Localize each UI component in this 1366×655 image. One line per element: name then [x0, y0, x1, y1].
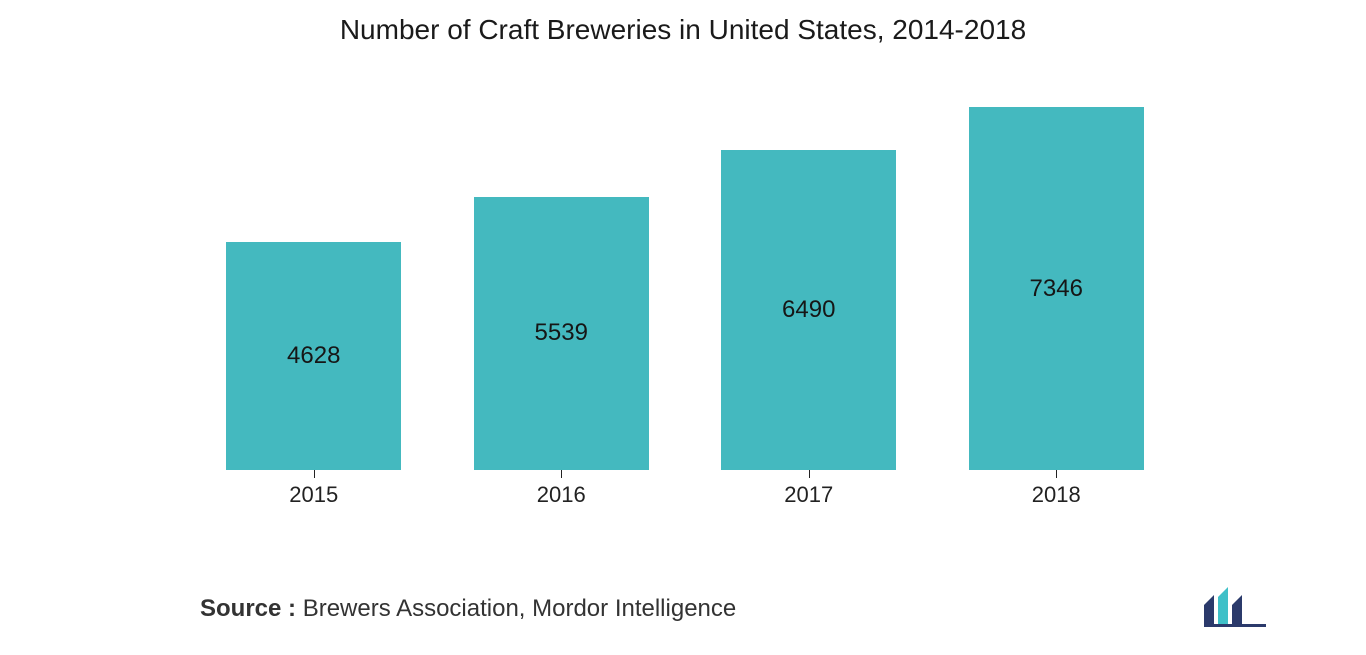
bar-value-label: 7346	[1030, 275, 1083, 303]
plot-area: 4628 5539 6490 7346	[190, 75, 1180, 470]
bar-value-label: 6490	[782, 296, 835, 324]
x-tick	[809, 470, 810, 478]
x-tick	[314, 470, 315, 478]
chart-title: Number of Craft Breweries in United Stat…	[0, 14, 1366, 46]
bar: 4628	[226, 242, 401, 471]
brand-logo	[1204, 587, 1266, 627]
source-line: Source : Brewers Association, Mordor Int…	[200, 595, 736, 623]
bar: 5539	[474, 197, 649, 470]
source-prefix: Source :	[200, 595, 296, 622]
bars-group: 4628 5539 6490 7346	[190, 75, 1180, 470]
x-axis-label: 2015	[289, 482, 338, 508]
bar-value-label: 5539	[535, 319, 588, 347]
x-tick	[1056, 470, 1057, 478]
bar-slot: 5539	[438, 75, 686, 470]
x-axis-label: 2018	[1032, 482, 1081, 508]
bar: 6490	[721, 150, 896, 470]
bar-slot: 6490	[685, 75, 933, 470]
bar: 7346	[969, 107, 1144, 470]
logo-bars-icon	[1204, 587, 1242, 627]
x-axis-label: 2017	[784, 482, 833, 508]
bar-slot: 7346	[933, 75, 1181, 470]
x-axis-label: 2016	[537, 482, 586, 508]
source-text: Brewers Association, Mordor Intelligence	[296, 595, 736, 622]
bar-slot: 4628	[190, 75, 438, 470]
bar-value-label: 4628	[287, 342, 340, 370]
chart-container: Number of Craft Breweries in United Stat…	[0, 0, 1366, 655]
x-tick	[561, 470, 562, 478]
